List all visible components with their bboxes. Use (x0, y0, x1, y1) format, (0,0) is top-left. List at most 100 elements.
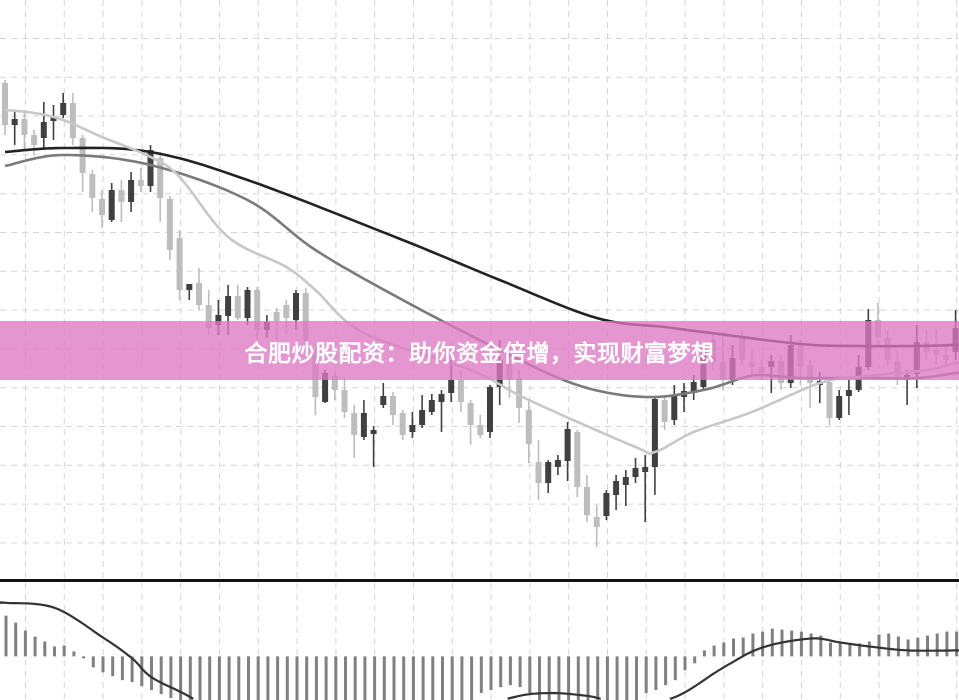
candle-down (234, 285, 241, 320)
macd-histogram-bar (111, 656, 115, 677)
candle-body (205, 305, 212, 328)
macd-histogram-bar (819, 635, 823, 657)
candle-up (186, 284, 193, 300)
macd-histogram-bar (809, 633, 813, 657)
macd-histogram-bar (120, 656, 124, 681)
macd-histogram-bar (615, 656, 619, 700)
candle-up (50, 105, 57, 140)
candle-up (428, 394, 435, 415)
candle-up (545, 460, 552, 493)
macd-histogram-bar (402, 656, 406, 700)
macd-histogram-bar (23, 630, 27, 657)
candle-body (166, 199, 173, 250)
macd-signal-path (669, 637, 959, 700)
macd-histogram (4, 615, 959, 700)
macd-histogram-bar (188, 656, 192, 700)
candle-body (428, 400, 435, 412)
macd-histogram-bar (295, 656, 299, 700)
candle-body (554, 460, 561, 467)
macd-histogram-bar (256, 656, 260, 700)
macd-histogram-bar (140, 656, 144, 687)
candle-body (186, 284, 193, 290)
macd-histogram-bar (751, 633, 755, 657)
candle-down (69, 93, 76, 145)
candle-down (79, 135, 86, 192)
candle-body (108, 190, 115, 220)
candle-body (593, 517, 600, 527)
macd-histogram-bar (101, 656, 105, 673)
macd-histogram-bar (732, 638, 735, 657)
macd-histogram-bar (479, 656, 483, 694)
macd-histogram-bar (867, 641, 871, 657)
candle-body (438, 394, 445, 402)
promo-banner: 合肥炒股配资：助你资金倍增，实现财富梦想 (0, 321, 959, 380)
candle-down (661, 395, 668, 430)
candle-body (89, 174, 96, 198)
candle-body (671, 395, 678, 420)
candle-body (21, 119, 28, 135)
macd-histogram-bar (858, 643, 862, 657)
macd-histogram-bar (673, 656, 677, 681)
macd-histogram-bar (683, 656, 687, 671)
candle-down (467, 400, 474, 445)
macd-histogram-bar (518, 656, 522, 688)
candle-up (40, 102, 47, 150)
macd-histogram-bar (654, 656, 658, 691)
macd-histogram-bar (625, 656, 629, 700)
macd-signal-line (0, 601, 959, 700)
candle-up (836, 390, 843, 420)
macd-histogram-bar (82, 656, 86, 659)
candle-down (351, 405, 358, 458)
candle-body (380, 396, 387, 405)
macd-histogram-bar (344, 656, 347, 700)
macd-histogram-bar (955, 631, 959, 657)
candle-body (273, 312, 280, 322)
macd-histogram-bar (547, 656, 551, 700)
candle-down (826, 380, 833, 425)
candle-up (632, 458, 639, 483)
candle-body (31, 135, 38, 145)
macd-histogram-bar (460, 656, 464, 700)
macd-histogram-bar (392, 656, 396, 700)
candle-down (390, 392, 396, 425)
macd-histogram-bar (722, 642, 726, 657)
macd-histogram-bar (334, 656, 338, 700)
macd-histogram-bar (741, 637, 745, 657)
candle-up (622, 470, 629, 506)
candle-body (584, 487, 590, 515)
candle-down (2, 80, 8, 135)
macd-histogram-bar (508, 656, 512, 686)
candle-body (409, 425, 416, 432)
macd-histogram-bar (208, 656, 212, 700)
candle-down (137, 168, 144, 192)
candle-body (244, 290, 251, 318)
candle-body (225, 296, 232, 316)
candle-up (651, 396, 658, 495)
macd-histogram-bar (441, 656, 444, 700)
candle-body (60, 103, 67, 115)
candle-up (603, 490, 610, 520)
macd-panel (0, 601, 959, 700)
candle-down (574, 430, 581, 497)
candle-up (370, 426, 377, 467)
macd-histogram-bar (353, 656, 357, 700)
candle-body (525, 410, 532, 444)
macd-histogram-bar (198, 656, 202, 700)
macd-histogram-bar (266, 656, 270, 700)
candle-body (845, 390, 852, 396)
candle-down (535, 440, 542, 500)
candle-down (157, 152, 164, 222)
candle-body (99, 199, 105, 215)
candle-down (584, 475, 590, 522)
candle-up (108, 183, 115, 222)
candle-body (234, 296, 241, 318)
candle-down (21, 110, 28, 150)
candle-down (477, 415, 484, 438)
candle-up (642, 455, 649, 522)
candle-body (69, 103, 76, 138)
macd-histogram-bar (72, 651, 76, 657)
candle-up (128, 172, 135, 212)
candle-body (516, 378, 523, 408)
candle-body (642, 467, 649, 472)
macd-histogram-bar (926, 635, 929, 657)
